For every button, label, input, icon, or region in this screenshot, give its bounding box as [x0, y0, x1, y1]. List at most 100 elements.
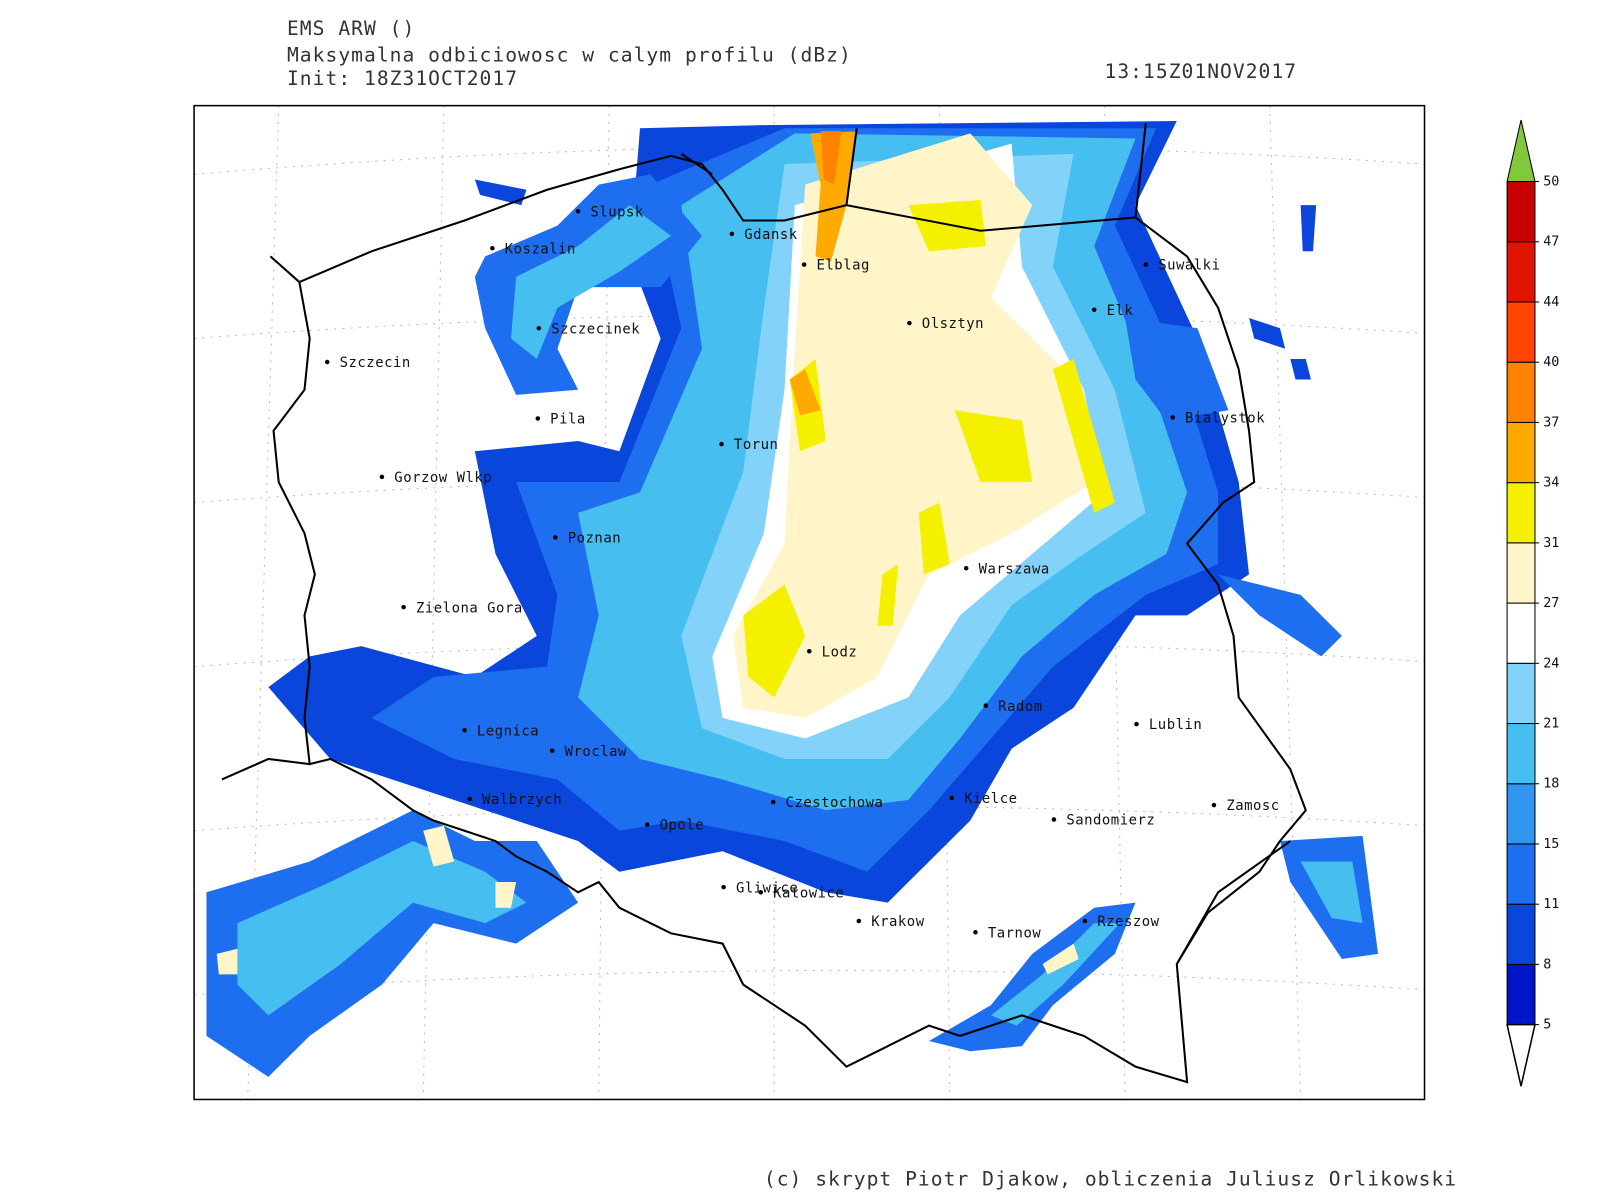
- colorbar-band: [1506, 602, 1536, 664]
- city-label: Elk: [1107, 303, 1134, 319]
- city-label: Poznan: [568, 531, 621, 547]
- model-title: EMS ARW (): [287, 17, 415, 40]
- credits: (c) skrypt Piotr Djakow, obliczenia Juli…: [764, 1168, 1457, 1191]
- city-label: Sandomierz: [1066, 813, 1155, 829]
- city-marker: [770, 799, 776, 805]
- city-marker: [462, 728, 467, 733]
- colorbar-band: [1506, 723, 1536, 785]
- city-label: Gorzow Wlkp: [394, 470, 492, 486]
- colorbar-label: 18: [1543, 777, 1559, 792]
- city-marker: [721, 884, 726, 890]
- echo-area: [510, 205, 671, 359]
- city-marker: [1211, 802, 1217, 808]
- city-marker: [856, 918, 862, 924]
- meridian: [247, 105, 280, 1100]
- city-marker: [535, 416, 541, 421]
- field-title: Maksymalna odbiciowosc w calym profilu (…: [287, 44, 852, 67]
- city-label: Krakow: [871, 914, 925, 930]
- city-marker: [949, 795, 955, 801]
- city-marker: [1143, 262, 1149, 267]
- city-marker: [324, 359, 330, 365]
- city-label: Lublin: [1149, 717, 1202, 733]
- echo-core: [216, 825, 517, 975]
- colorbar-label: 31: [1543, 536, 1559, 551]
- city-label: Szczecinek: [551, 321, 640, 337]
- city-marker: [536, 325, 542, 331]
- colorbar-label: 15: [1543, 837, 1559, 852]
- neighbour-border: [221, 122, 1291, 965]
- echo-area: [732, 133, 1095, 718]
- colorbar-label: 50: [1543, 175, 1559, 190]
- echo-core: [743, 200, 1115, 698]
- city-label: Tarnow: [988, 925, 1042, 941]
- colorbar-band: [1506, 241, 1536, 303]
- city-marker: [644, 822, 650, 827]
- echo-core: [789, 131, 857, 416]
- city-label: Torun: [734, 437, 778, 453]
- city-label: Slupsk: [590, 204, 644, 220]
- city-label: Olsztyn: [922, 316, 984, 332]
- city-label: Suwalki: [1158, 258, 1220, 274]
- city-label: Bialystok: [1185, 411, 1265, 427]
- city-label: Zielona Gora: [416, 600, 523, 616]
- parallel: [194, 145, 1425, 175]
- colorbar-label: 37: [1543, 415, 1559, 430]
- city-label: Legnica: [477, 723, 539, 739]
- colorbar-label: 24: [1543, 656, 1559, 671]
- colorbar-band: [1506, 662, 1536, 725]
- colorbar-under: [1506, 1023, 1536, 1087]
- colorbar-label: 5: [1543, 1018, 1551, 1033]
- city-label: Katowice: [773, 885, 844, 901]
- city-marker: [379, 474, 385, 480]
- init-time: Init: 18Z31OCT2017: [287, 67, 518, 90]
- colorbar-band: [1506, 843, 1536, 905]
- city-label: Szczecin: [340, 355, 411, 371]
- city-marker: [1051, 817, 1057, 822]
- city-marker: [758, 890, 764, 895]
- colorbar-band: [1506, 783, 1536, 845]
- city-label: Koszalin: [505, 241, 576, 257]
- city-marker: [1091, 307, 1097, 312]
- colorbar-band: [1506, 421, 1536, 484]
- meridian: [1269, 105, 1302, 1100]
- city-marker: [907, 320, 912, 326]
- colorbar-band: [1506, 903, 1536, 965]
- colorbar-band: [1506, 482, 1536, 544]
- city-marker: [490, 245, 495, 251]
- colorbar-label: 8: [1543, 957, 1551, 972]
- city-marker: [1082, 918, 1088, 924]
- city-label: Elblag: [817, 258, 870, 274]
- city-label: Opole: [660, 818, 704, 834]
- colorbar-band: [1506, 301, 1536, 363]
- meridian: [422, 105, 445, 1100]
- city-marker: [983, 703, 989, 708]
- borders: [221, 122, 1307, 1084]
- echo-area: [237, 841, 527, 1016]
- city-label: Walbrzych: [482, 792, 562, 808]
- city-marker: [963, 565, 969, 571]
- city-label: Gdansk: [744, 227, 798, 243]
- city-marker: [973, 930, 978, 935]
- valid-time: 13:15Z01NOV2017: [1105, 60, 1298, 83]
- city-marker: [1134, 721, 1139, 727]
- colorbar-over: [1506, 119, 1536, 183]
- city-label: Radom: [998, 699, 1042, 715]
- city-marker: [729, 231, 735, 237]
- city-marker: [801, 262, 807, 267]
- colorbar-label: 11: [1543, 897, 1559, 912]
- colorbar-band: [1506, 181, 1536, 243]
- colorbar-label: 47: [1543, 235, 1559, 250]
- city-marker: [1170, 415, 1175, 420]
- echo-core: [1042, 943, 1079, 975]
- colorbar-label: 21: [1543, 717, 1559, 732]
- colorbar-band: [1506, 361, 1536, 423]
- colorbar-band: [1506, 963, 1536, 1026]
- echo-area: [990, 861, 1363, 1026]
- city-marker: [575, 209, 581, 214]
- city-marker: [549, 748, 555, 754]
- echo-core: [820, 131, 842, 185]
- city-marker: [467, 796, 472, 802]
- poland-border: [272, 154, 1307, 1084]
